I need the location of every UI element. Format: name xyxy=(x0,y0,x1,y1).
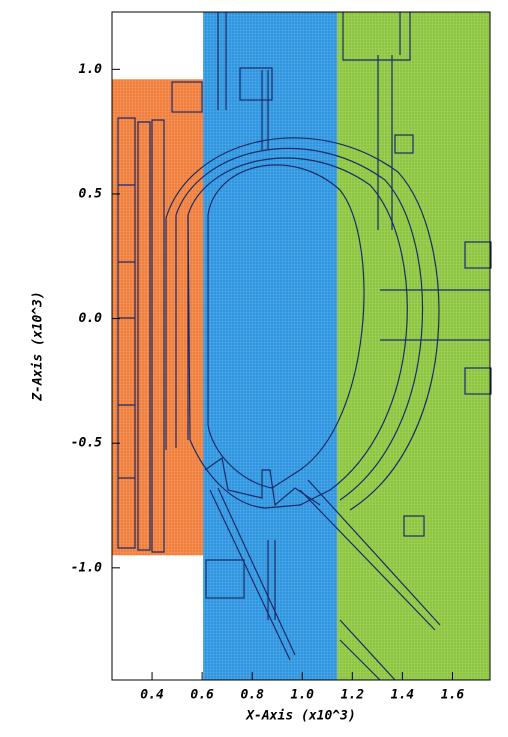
coil-box xyxy=(171,81,203,113)
vessel-side xyxy=(165,215,189,450)
x-tick-label: 1.6 xyxy=(441,688,465,703)
plasma-boundary xyxy=(207,164,365,489)
y-axis-label: Z-Axis (x10^3) xyxy=(31,291,46,402)
y-tick-label: 1.0 xyxy=(79,62,103,77)
y-tick-label: -0.5 xyxy=(71,436,102,451)
x-tick-label: 0.4 xyxy=(140,688,164,703)
coil-box xyxy=(394,134,414,154)
x-tick-label: 1.4 xyxy=(391,688,415,703)
vessel-outer xyxy=(165,137,440,511)
upper-port xyxy=(217,12,490,620)
first-wall xyxy=(187,157,408,509)
coil-box xyxy=(239,67,273,101)
y-tick-label: -1.0 xyxy=(71,560,102,575)
x-tick-label: 0.6 xyxy=(190,688,214,703)
x-axis-label: X-Axis (x10^3) xyxy=(245,709,356,724)
coil-columns xyxy=(117,117,165,553)
geometry xyxy=(117,12,492,681)
coil-box xyxy=(403,515,425,537)
plot-frame xyxy=(111,11,491,681)
x-tick-label: 1.2 xyxy=(341,688,365,703)
coil-box xyxy=(205,559,245,599)
coil-box xyxy=(464,367,492,395)
coil-box xyxy=(464,241,492,269)
vessel-inner xyxy=(175,147,424,501)
divertor xyxy=(204,456,321,507)
mesh-overlay xyxy=(112,12,490,680)
x-tick-label: 1.0 xyxy=(291,688,315,703)
y-tick-label: 0.5 xyxy=(79,186,103,201)
x-tick-label: 0.8 xyxy=(240,688,264,703)
port-lines xyxy=(209,479,441,681)
y-tick-label: 0.0 xyxy=(79,311,103,326)
